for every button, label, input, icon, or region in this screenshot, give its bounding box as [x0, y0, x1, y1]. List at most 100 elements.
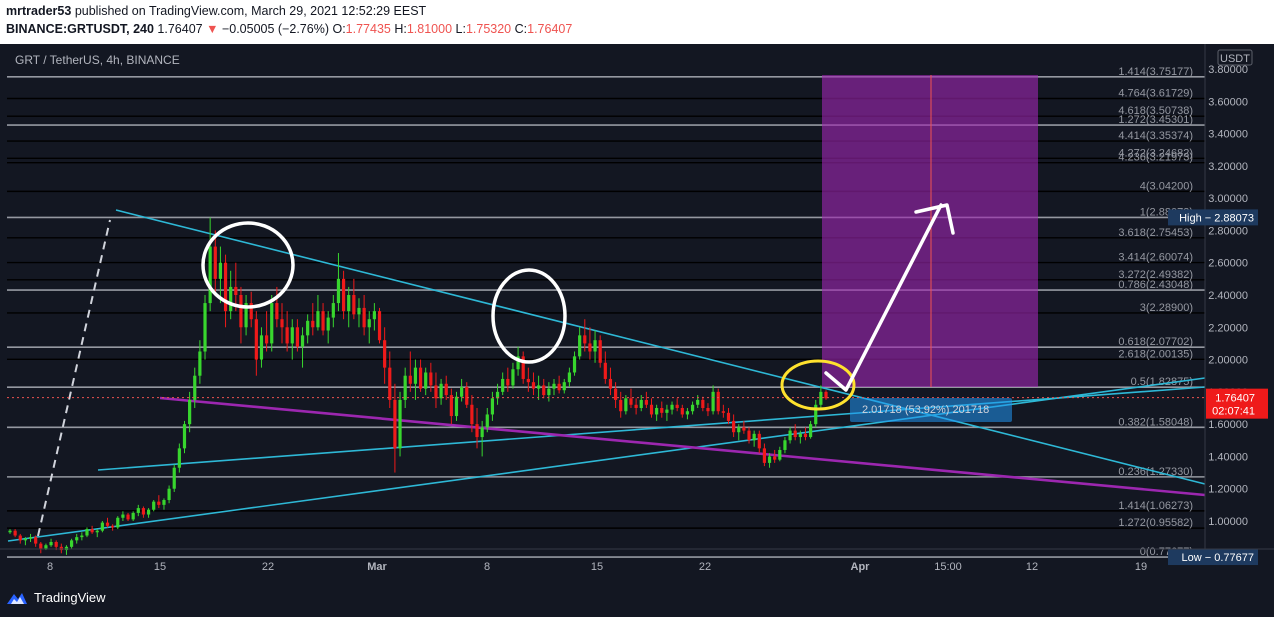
- candle-body: [531, 382, 536, 389]
- candle-body: [798, 433, 802, 438]
- candle-body: [619, 399, 623, 412]
- candle-body: [347, 295, 351, 312]
- last-price-countdown: 02:07:41: [1212, 406, 1255, 418]
- candle-body: [624, 398, 628, 412]
- candle-body: [475, 424, 479, 438]
- candle-body: [824, 391, 828, 399]
- candle-body: [567, 372, 571, 383]
- candle-body: [613, 388, 618, 400]
- candle-body: [326, 317, 330, 331]
- y-tick-label: 3.20000: [1208, 161, 1248, 173]
- candle-body: [146, 509, 151, 515]
- candle-body: [593, 340, 597, 352]
- candle-body: [8, 530, 12, 533]
- candle-body: [18, 535, 22, 541]
- candle-body: [814, 404, 818, 425]
- candle-body: [105, 522, 110, 526]
- candle-body: [275, 303, 279, 320]
- y-tick-label: 1.20000: [1208, 484, 1248, 496]
- price-axis-bg: [1205, 44, 1274, 580]
- candle-body: [341, 278, 346, 312]
- fib-label: 4.236(3.21973): [1118, 152, 1193, 164]
- candle-body: [521, 356, 525, 379]
- candle-body: [388, 367, 392, 400]
- x-tick-label: 12: [1026, 561, 1038, 573]
- low-value: 1.75320: [465, 22, 512, 36]
- descending-trendline: [115, 209, 1206, 485]
- tradingview-brand[interactable]: TradingView: [6, 590, 106, 605]
- candle-body: [516, 356, 520, 370]
- candle-body: [64, 546, 69, 551]
- candle-body: [383, 340, 387, 368]
- fib-levels: 1.414(3.75177) 4.764(3.61729) 4.618(3.5073…: [7, 66, 1205, 558]
- price-chart[interactable]: GRT / TetherUS, 4h, BINANCE1.414(3.75177…: [0, 44, 1274, 580]
- x-tick-label: 15: [154, 561, 166, 573]
- candle-body: [480, 427, 484, 438]
- candle-body: [639, 399, 643, 408]
- candle-body: [336, 278, 341, 304]
- x-tick-label: Apr: [851, 561, 871, 573]
- candle-body: [809, 424, 813, 438]
- y-tick-label: 3.60000: [1208, 96, 1248, 108]
- y-tick-label: 2.60000: [1208, 258, 1248, 270]
- x-tick-label: Mar: [367, 561, 387, 573]
- candle-body: [34, 537, 38, 544]
- high-marker-text: High − 2.88073: [1179, 212, 1254, 224]
- publish-info: mrtrader53 published on TradingView.com,…: [6, 4, 426, 18]
- candle-body: [229, 286, 233, 312]
- candle-body: [696, 399, 700, 405]
- candle-body: [562, 382, 566, 391]
- candle-body: [634, 404, 638, 408]
- fib-label: 1.414(3.75177): [1118, 66, 1193, 78]
- candle-body: [126, 514, 130, 520]
- candle-body: [239, 295, 243, 328]
- candle-body: [28, 537, 33, 539]
- high-marker-bg: [1168, 209, 1258, 226]
- candle-body: [747, 430, 751, 441]
- candle-body: [752, 433, 756, 441]
- fib-label: 3(2.28900): [1140, 302, 1193, 314]
- candle-body: [819, 391, 823, 405]
- author-name[interactable]: mrtrader53: [6, 4, 72, 18]
- measure-box: [850, 398, 1012, 422]
- measure-label: 2.01718 (53.92%) 201718: [862, 404, 989, 416]
- y-tick-label: 3.40000: [1208, 129, 1248, 141]
- x-tick-label: 19: [1135, 561, 1147, 573]
- candle-body: [598, 340, 602, 363]
- fib-label: 2.618(2.00135): [1118, 348, 1193, 360]
- candle-body: [418, 367, 423, 389]
- candle-body: [552, 383, 556, 389]
- candle-body: [290, 327, 294, 344]
- candle-body: [311, 320, 315, 328]
- candle-body: [547, 388, 551, 396]
- candle-body: [578, 335, 582, 357]
- currency-box: [1217, 49, 1253, 66]
- candle-body: [454, 396, 459, 417]
- x-tick-label: 22: [262, 561, 274, 573]
- fib-label: 3.272(2.49382): [1118, 269, 1193, 281]
- candle-body: [685, 411, 690, 415]
- price-axis: USDT1.000001.200001.400001.600001.800002…: [1168, 44, 1274, 580]
- candle-body: [306, 320, 310, 336]
- candle-body: [701, 399, 705, 408]
- chart-area[interactable]: GRT / TetherUS, 4h, BINANCE 1.414(3.75177…: [0, 44, 1274, 580]
- low-marker-text: Low − 0.77677: [1182, 552, 1254, 564]
- high-marker: High − 2.88073: [1168, 209, 1258, 226]
- candle-body: [732, 420, 736, 433]
- symbol-label: BINANCE:GRTUSDT, 240: [6, 22, 154, 36]
- candle-body: [408, 375, 412, 384]
- candle-body: [367, 319, 371, 328]
- high-label: H:: [394, 22, 407, 36]
- candle-body: [583, 335, 587, 344]
- candle-body: [398, 399, 402, 449]
- chart-background: [0, 44, 1274, 580]
- candle-body: [460, 387, 464, 397]
- close-label: C:: [514, 22, 528, 36]
- candle-body: [59, 546, 63, 551]
- candle-body: [485, 414, 489, 428]
- candle-body: [711, 391, 715, 412]
- candle-body: [675, 404, 679, 408]
- candle-body: [280, 319, 284, 328]
- fib-label: 0.786(2.43048): [1118, 279, 1193, 291]
